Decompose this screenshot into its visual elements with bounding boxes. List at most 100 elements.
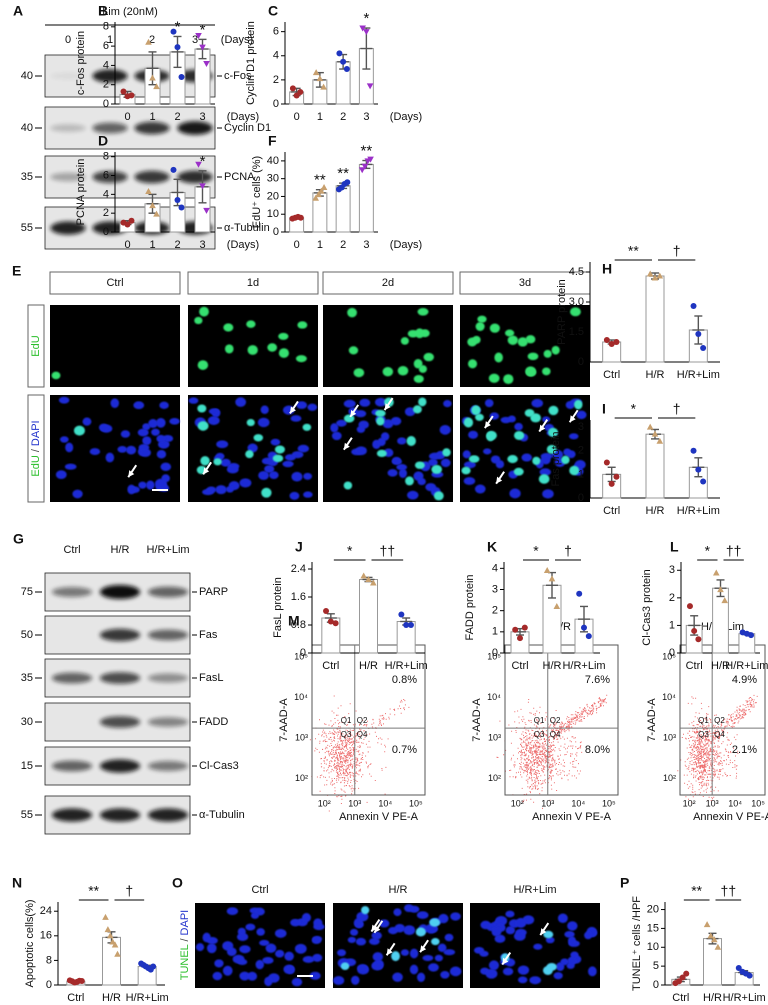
nucleus bbox=[439, 424, 451, 435]
data-point bbox=[174, 197, 181, 203]
row-label-part: DAPI bbox=[179, 910, 191, 936]
x-tick-label: 1 bbox=[149, 239, 155, 251]
y-axis-label: 7-AAD-A bbox=[278, 698, 290, 742]
data-point bbox=[656, 437, 664, 444]
y-tick-label: 0 bbox=[46, 979, 52, 991]
nucleus bbox=[289, 491, 300, 500]
nucleus bbox=[443, 400, 452, 408]
nucleus-positive bbox=[353, 368, 365, 378]
nucleus-positive bbox=[574, 399, 583, 410]
data-point bbox=[585, 633, 592, 640]
nucleus bbox=[284, 454, 296, 461]
bar bbox=[102, 936, 121, 986]
x-tick-label: 2 bbox=[174, 111, 180, 123]
nucleus-positive bbox=[51, 371, 61, 380]
y-tick-label: 1.5 bbox=[569, 326, 584, 338]
x-axis-label: Annexin V PE-A bbox=[693, 811, 768, 823]
row-label: c-Fos bbox=[224, 70, 252, 82]
nucleus bbox=[409, 964, 419, 975]
nucleus-positive bbox=[73, 425, 85, 436]
significance: * bbox=[347, 543, 353, 559]
y-tick-label: 10⁴ bbox=[662, 692, 676, 702]
nucleus bbox=[355, 410, 367, 418]
y-tick-label: 1 bbox=[492, 626, 498, 638]
nucleus bbox=[564, 931, 575, 938]
y-tick-label: 3 bbox=[578, 421, 584, 433]
nucleus-positive bbox=[503, 374, 514, 385]
nucleus bbox=[126, 445, 137, 455]
data-point bbox=[646, 270, 654, 277]
nucleus bbox=[265, 943, 277, 953]
y-axis-label: TUNEL⁺ cells /HPF bbox=[631, 896, 643, 991]
nucleus bbox=[444, 933, 454, 942]
nucleus bbox=[375, 397, 387, 407]
band bbox=[99, 585, 141, 599]
quadrant-label: Q4 bbox=[357, 730, 368, 739]
nucleus bbox=[388, 927, 399, 935]
nucleus bbox=[303, 491, 313, 498]
nucleus-positive bbox=[247, 345, 258, 355]
nucleus bbox=[588, 966, 597, 977]
quadrant-percent: 0.7% bbox=[392, 744, 417, 756]
nucleus-positive bbox=[507, 455, 518, 464]
band bbox=[51, 672, 93, 684]
nucleus bbox=[483, 448, 492, 455]
y-tick-label: 10⁴ bbox=[487, 692, 501, 702]
significance: †† bbox=[726, 543, 742, 559]
nucleus bbox=[195, 943, 205, 952]
nucleus-positive bbox=[542, 367, 551, 376]
data-point bbox=[111, 941, 119, 948]
nucleus bbox=[137, 428, 149, 437]
nucleus bbox=[169, 418, 180, 425]
x-tick-label: 0 bbox=[124, 239, 130, 251]
nucleus bbox=[303, 472, 313, 480]
x-tick-label: H/R bbox=[711, 660, 730, 672]
nucleus bbox=[488, 960, 500, 971]
quadrant-label: Q3 bbox=[534, 730, 545, 739]
data-point bbox=[312, 194, 319, 201]
y-tick-label: 8 bbox=[103, 151, 109, 163]
y-tick-label: 1.6 bbox=[291, 591, 306, 603]
nucleus bbox=[212, 971, 223, 981]
lane-label: Ctrl bbox=[63, 544, 80, 556]
nucleus bbox=[148, 419, 158, 428]
nucleus bbox=[215, 452, 225, 460]
nucleus-positive bbox=[418, 365, 427, 373]
nucleus bbox=[396, 464, 408, 471]
x-tick-label: 3 bbox=[199, 111, 205, 123]
x-tick-label: Ctrl bbox=[322, 660, 339, 672]
data-point bbox=[676, 978, 683, 985]
x-axis-label: Annexin V PE-A bbox=[339, 811, 419, 823]
x-tick-label: 10⁵ bbox=[751, 798, 765, 808]
data-point bbox=[365, 576, 372, 582]
band bbox=[50, 72, 86, 80]
y-tick-label: 10³ bbox=[663, 733, 676, 743]
mw-label: 50 bbox=[21, 629, 33, 641]
nucleus-positive bbox=[223, 323, 234, 332]
data-point bbox=[323, 608, 330, 614]
data-point bbox=[327, 618, 334, 625]
nucleus bbox=[404, 407, 416, 417]
nucleus bbox=[416, 911, 429, 919]
nucleus-positive bbox=[433, 491, 444, 501]
nucleus bbox=[428, 452, 441, 460]
y-tick-label: 2 bbox=[103, 207, 109, 219]
x-tick-label: 10³ bbox=[348, 798, 361, 808]
row-label-part: EdU bbox=[30, 455, 42, 476]
nucleus bbox=[220, 458, 231, 467]
band bbox=[92, 69, 128, 83]
nucleus bbox=[557, 913, 568, 924]
band bbox=[92, 122, 128, 134]
y-tick-label: 10⁵ bbox=[487, 652, 501, 662]
nucleus-positive bbox=[525, 366, 537, 377]
band bbox=[177, 121, 213, 135]
nucleus bbox=[160, 462, 172, 471]
nucleus-positive bbox=[569, 465, 580, 476]
lane-label: H/R bbox=[111, 544, 130, 556]
panel-label: C bbox=[268, 3, 278, 19]
nucleus bbox=[474, 484, 486, 494]
y-tick-label: 15 bbox=[647, 922, 659, 934]
nucleus bbox=[449, 966, 462, 977]
nucleus bbox=[264, 976, 273, 987]
y-tick-label: 2.4 bbox=[291, 563, 306, 575]
